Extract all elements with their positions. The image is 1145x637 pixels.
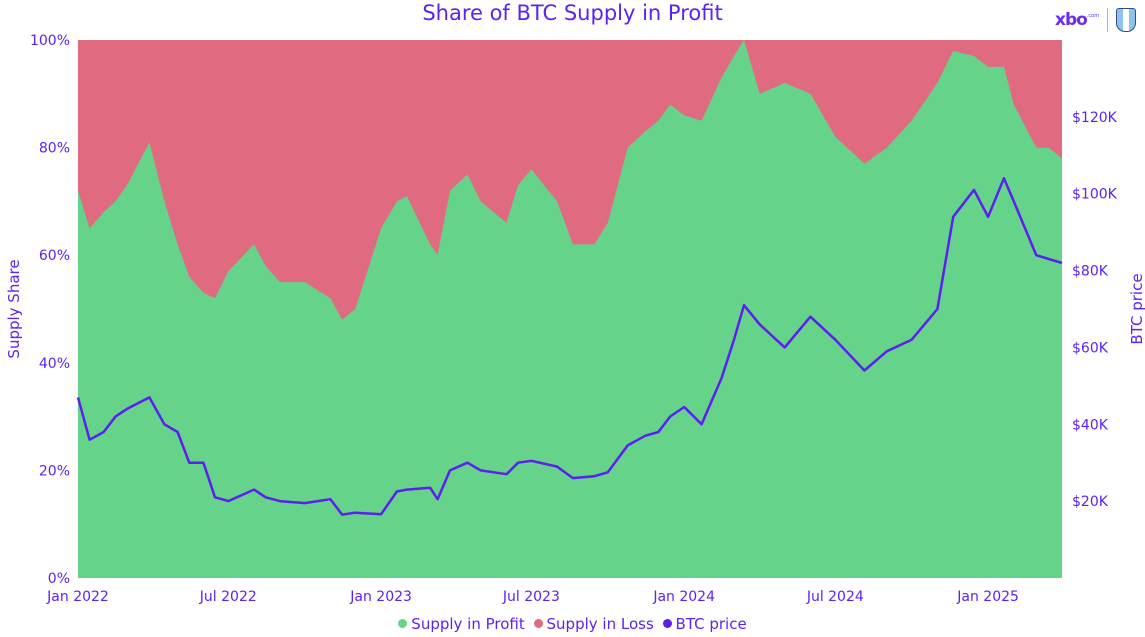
y2-tick-label: $60K — [1072, 340, 1109, 356]
legend-label: Supply in Profit — [411, 614, 525, 633]
btc-price-line — [76, 177, 1063, 516]
y-tick-label: 40% — [39, 356, 70, 372]
x-tick-label: Jan 2023 — [349, 589, 412, 605]
y-tick-label: 0% — [48, 571, 70, 587]
x-tick-label: Jul 2023 — [502, 589, 560, 605]
legend-dot-price — [662, 619, 672, 628]
legend-label: Supply in Loss — [546, 614, 654, 633]
y2-tick-label: $120K — [1072, 110, 1118, 126]
xbo-wordmark: xbo — [1055, 10, 1088, 30]
x-axis: Jan 2022 Jul 2022 Jan 2023 Jul 2023 Jan 2024… — [46, 589, 1019, 605]
logo-divider — [1107, 8, 1109, 32]
xbo-com: .com — [1086, 13, 1100, 19]
y2-tick-label: $80K — [1072, 264, 1109, 280]
legend-item-loss[interactable]: Supply in Loss — [533, 614, 654, 633]
afa-crest-icon — [1116, 8, 1137, 32]
y-tick-label: 60% — [39, 248, 70, 264]
x-tick-label: Jan 2022 — [46, 589, 109, 605]
price-line-group — [76, 177, 1063, 516]
y-axis-label: Supply Share — [5, 259, 23, 358]
y2-tick-label: $40K — [1072, 417, 1109, 433]
y-tick-label: 20% — [39, 463, 70, 479]
y2-tick-label: $100K — [1072, 187, 1118, 203]
x-tick-label: Jan 2025 — [956, 589, 1019, 605]
legend-item-profit[interactable]: Supply in Profit — [398, 614, 525, 633]
y2-axis-label: BTC price — [1128, 273, 1145, 344]
legend: Supply in Profit Supply in Loss BTC pric… — [0, 614, 1145, 633]
areas — [78, 40, 1062, 578]
supply-in-profit-area — [78, 40, 1062, 578]
xbo-logo: xbo .com — [1055, 8, 1137, 32]
x-tick-label: Jul 2024 — [806, 589, 864, 605]
y-tick-label: 80% — [39, 141, 70, 157]
y-axis-right: $20K $40K $60K $80K $100K $120K — [1072, 110, 1118, 510]
legend-label: BTC price — [675, 614, 747, 633]
legend-item-price[interactable]: BTC price — [662, 614, 747, 633]
y2-tick-label: $20K — [1072, 494, 1109, 510]
y-tick-label: 100% — [30, 33, 70, 49]
legend-dot-profit — [398, 619, 408, 628]
legend-dot-loss — [533, 619, 543, 628]
x-tick-label: Jan 2024 — [652, 589, 715, 605]
chart-title: Share of BTC Supply in Profit — [422, 1, 723, 25]
y-axis-left: 0% 20% 40% 60% 80% 100% — [30, 33, 70, 587]
x-tick-label: Jul 2022 — [199, 589, 257, 605]
